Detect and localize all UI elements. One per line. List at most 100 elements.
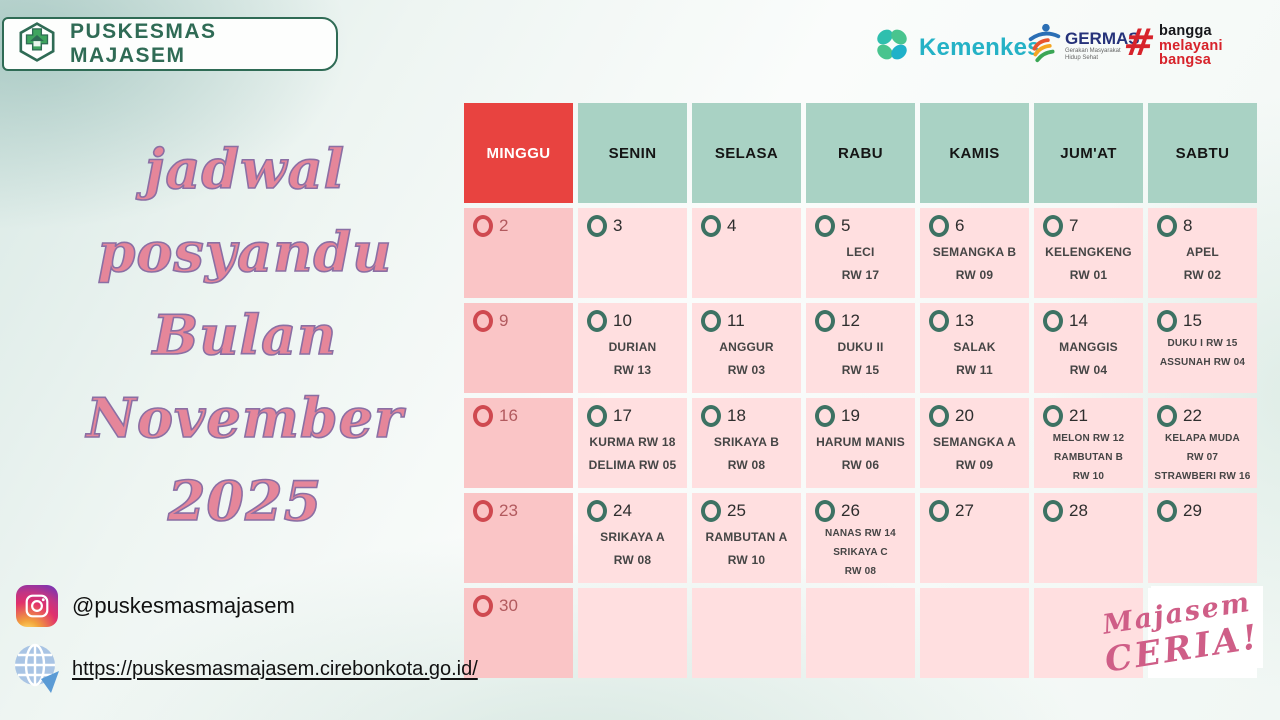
bangga-line: bangsa bbox=[1159, 52, 1211, 68]
clinic-name: PUSKESMAS MAJASEM bbox=[70, 20, 217, 67]
day-header-rabu: RABU bbox=[806, 103, 915, 203]
date-circle-icon bbox=[1043, 310, 1063, 332]
event-line: SEMANGKA B bbox=[932, 245, 1017, 259]
date-circle-icon bbox=[929, 310, 949, 332]
calendar-cell-7: 7 KELENGKENG RW 01 bbox=[1034, 208, 1143, 298]
date-number: 2 bbox=[499, 216, 509, 235]
calendar-cell-13: 13 SALAK RW 11 bbox=[920, 303, 1029, 393]
kemenkes-icon bbox=[872, 26, 912, 69]
date-number: 21 bbox=[1069, 406, 1088, 425]
calendar-cell-16: 16 bbox=[464, 398, 573, 488]
date-number: 23 bbox=[499, 501, 518, 520]
date-circle-icon bbox=[929, 215, 949, 237]
date-circle-icon bbox=[587, 500, 607, 522]
date-number: 3 bbox=[613, 216, 623, 235]
calendar-cell-18: 18 SRIKAYA B RW 08 bbox=[692, 398, 801, 488]
event-line: RW 09 bbox=[955, 268, 994, 282]
date-circle-icon bbox=[701, 310, 721, 332]
kemenkes-label: Kemenkes bbox=[919, 33, 1041, 61]
event-list: NANAS RW 14 SRIKAYA C RW 08 bbox=[808, 524, 913, 581]
event-line: RW 11 bbox=[956, 363, 993, 377]
website-row: https://puskesmasmajasem.cirebonkota.go.… bbox=[10, 640, 478, 699]
event-list: SRIKAYA A RW 08 bbox=[580, 526, 685, 572]
event-line: NANAS RW 14 bbox=[825, 528, 896, 539]
date-number: 22 bbox=[1183, 406, 1202, 425]
date-number: 25 bbox=[727, 501, 746, 520]
date-number: 6 bbox=[955, 216, 965, 235]
calendar-cell-empty bbox=[692, 588, 801, 678]
date-number: 13 bbox=[955, 311, 974, 330]
event-list: LECI RW 17 bbox=[808, 241, 913, 287]
event-line: MANGGIS bbox=[1059, 340, 1118, 354]
calendar-cell-15: 15 DUKU I RW 15 ASSUNAH RW 04 bbox=[1148, 303, 1257, 393]
event-line: RW 03 bbox=[727, 363, 766, 377]
calendar-cell-22: 22 KELAPA MUDA RW 07 STRAWBERI RW 16 bbox=[1148, 398, 1257, 488]
event-line: HARUM MANIS bbox=[816, 435, 905, 449]
event-list: MELON RW 12 RAMBUTAN B RW 10 bbox=[1036, 429, 1141, 486]
event-line: RAMBUTAN B bbox=[1053, 452, 1124, 463]
calendar-cell-6: 6 SEMANGKA B RW 09 bbox=[920, 208, 1029, 298]
calendar-cell-8: 8 APEL RW 02 bbox=[1148, 208, 1257, 298]
calendar-cell-19: 19 HARUM MANIS RW 06 bbox=[806, 398, 915, 488]
event-list: SEMANGKA A RW 09 bbox=[922, 431, 1027, 477]
date-circle-icon bbox=[815, 405, 835, 427]
date-circle-icon bbox=[587, 405, 607, 427]
calendar-cell-25: 25 RAMBUTAN A RW 10 bbox=[692, 493, 801, 583]
event-line: SRIKAYA B bbox=[713, 435, 780, 449]
calendar-cell-empty bbox=[1034, 588, 1143, 678]
germas-logo: GERMAS Gerakan Masyarakat Hidup Sehat bbox=[1026, 22, 1140, 69]
date-circle-icon bbox=[473, 595, 493, 617]
instagram-row: @puskesmasmajasem bbox=[16, 585, 295, 627]
event-line: DUKU II bbox=[837, 340, 884, 354]
date-number: 10 bbox=[613, 311, 632, 330]
event-line: STRAWBERI RW 16 bbox=[1154, 471, 1251, 482]
calendar-cell-26: 26 NANAS RW 14 SRIKAYA C RW 08 bbox=[806, 493, 915, 583]
event-list: DUKU I RW 15 ASSUNAH RW 04 bbox=[1150, 334, 1255, 372]
calendar-cell-empty bbox=[920, 588, 1029, 678]
date-number: 20 bbox=[955, 406, 974, 425]
date-circle-icon bbox=[815, 215, 835, 237]
title-line: Bulan bbox=[152, 302, 338, 368]
calendar-grid: MINGGU SENIN SELASA RABU KAMIS JUM'AT SABTU 2 3 4… bbox=[464, 103, 1257, 678]
event-line: RW 06 bbox=[841, 458, 880, 472]
instagram-handle[interactable]: @puskesmasmajasem bbox=[72, 593, 295, 618]
calendar-cell-20: 20 SEMANGKA A RW 09 bbox=[920, 398, 1029, 488]
date-circle-icon bbox=[473, 500, 493, 522]
bangga-line: melayani bbox=[1159, 37, 1223, 54]
calendar-cell-11: 11 ANGGUR RW 03 bbox=[692, 303, 801, 393]
calendar-cell-12: 12 DUKU II RW 15 bbox=[806, 303, 915, 393]
website-link[interactable]: https://puskesmasmajasem.cirebonkota.go.… bbox=[72, 658, 478, 680]
event-line: RW 10 bbox=[1072, 471, 1105, 482]
title-line: posyandu bbox=[97, 219, 393, 285]
event-line: RW 10 bbox=[727, 553, 766, 567]
event-line: RW 02 bbox=[1183, 268, 1222, 282]
date-circle-icon bbox=[1043, 405, 1063, 427]
globe-cursor-icon bbox=[10, 640, 64, 699]
event-line: KELAPA MUDA bbox=[1165, 433, 1240, 444]
date-number: 14 bbox=[1069, 311, 1088, 330]
event-list: RAMBUTAN A RW 10 bbox=[694, 526, 799, 572]
event-list: KURMA RW 18 DELIMA RW 05 bbox=[580, 431, 685, 477]
calendar-cell-9: 9 bbox=[464, 303, 573, 393]
date-number: 4 bbox=[727, 216, 737, 235]
date-circle-icon bbox=[701, 405, 721, 427]
calendar-cell-empty bbox=[578, 588, 687, 678]
event-line: RW 08 bbox=[613, 553, 652, 567]
date-circle-icon bbox=[1043, 215, 1063, 237]
calendar-cell-27: 27 bbox=[920, 493, 1029, 583]
event-line: SEMANGKA A bbox=[932, 435, 1017, 449]
event-list: HARUM MANIS RW 06 bbox=[808, 431, 913, 477]
date-number: 24 bbox=[613, 501, 632, 520]
event-line: RW 01 bbox=[1069, 268, 1108, 282]
calendar-cell-5: 5 LECI RW 17 bbox=[806, 208, 915, 298]
calendar-cell-30: 30 bbox=[464, 588, 573, 678]
instagram-icon bbox=[16, 585, 58, 627]
calendar-cell-17: 17 KURMA RW 18 DELIMA RW 05 bbox=[578, 398, 687, 488]
date-number: 18 bbox=[727, 406, 746, 425]
date-number: 30 bbox=[499, 596, 518, 615]
title-line: 2025 bbox=[167, 468, 323, 534]
calendar-cell-24: 24 SRIKAYA A RW 08 bbox=[578, 493, 687, 583]
date-circle-icon bbox=[473, 405, 493, 427]
event-line: SRIKAYA A bbox=[600, 530, 665, 544]
